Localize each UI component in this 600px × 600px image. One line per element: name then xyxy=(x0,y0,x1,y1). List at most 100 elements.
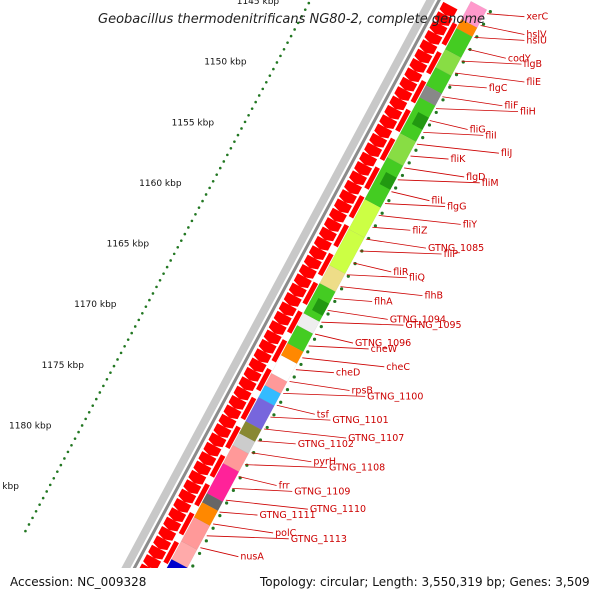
gene-label[interactable]: fliM xyxy=(482,178,499,189)
kbp-tick-label: 1165 kbp xyxy=(107,240,150,250)
gc-skew-dot xyxy=(226,153,229,157)
gene-label[interactable]: fliI xyxy=(485,130,496,141)
gc-content-dot xyxy=(218,514,222,518)
gene-label[interactable]: GTNG_1107 xyxy=(348,433,404,444)
gene-label[interactable]: cheC xyxy=(386,362,410,373)
cds-arrow xyxy=(168,507,187,523)
accession-text: Accession: NC_009328 xyxy=(10,575,146,589)
cds-arrow xyxy=(218,413,237,429)
gene-label[interactable]: GTNG_1095 xyxy=(405,320,461,331)
gene-label[interactable]: fliH xyxy=(520,107,536,118)
gene-label[interactable]: GTNG_1108 xyxy=(329,463,385,474)
gene-label[interactable]: fliP xyxy=(444,249,459,260)
gene-label[interactable]: fliZ xyxy=(412,225,428,236)
gene-label[interactable]: hslU xyxy=(526,35,547,46)
cds-arrow-small xyxy=(333,223,349,248)
gene-label[interactable]: codY xyxy=(508,53,531,64)
gc-skew-dot xyxy=(211,179,215,183)
gene-label[interactable]: flgC xyxy=(489,83,508,94)
gene-label[interactable]: flhA xyxy=(374,296,393,307)
gene-label[interactable]: fliL xyxy=(431,196,446,207)
gene-label[interactable]: rpsB xyxy=(352,386,373,397)
gene-label[interactable]: flgD xyxy=(466,172,485,183)
cds-arrow xyxy=(288,282,307,298)
gc-content-dot xyxy=(197,551,202,556)
gc-content-dot xyxy=(333,299,337,304)
gene-label[interactable]: cheW xyxy=(371,344,398,355)
gc-skew-dot xyxy=(116,358,119,361)
gene-label[interactable]: fliR xyxy=(393,267,409,278)
gene-label[interactable]: flhB xyxy=(424,291,443,302)
gene-label[interactable]: GTNG_1102 xyxy=(298,439,354,450)
cds-arrow xyxy=(158,526,177,541)
gene-label[interactable]: flgB xyxy=(523,59,542,70)
gc-content-dot xyxy=(400,173,405,178)
kbp-tick-label: 1155 kbp xyxy=(172,118,215,128)
gene-leader-line xyxy=(334,298,373,302)
gene-leader-line xyxy=(391,191,430,202)
cds-arrow xyxy=(293,273,312,289)
cds-arrow xyxy=(354,160,373,176)
gene-label[interactable]: fliF xyxy=(504,101,518,112)
cds-arrow xyxy=(334,198,352,214)
gc-skew-dot xyxy=(41,496,45,500)
gc-content-dot xyxy=(272,413,276,417)
backbone-inner xyxy=(115,0,441,600)
cds-arrow-small xyxy=(163,540,179,565)
gene-label[interactable]: pyrH xyxy=(313,457,336,468)
gene-label[interactable]: cheD xyxy=(336,368,360,379)
gene-label[interactable]: GTNG_1085 xyxy=(428,243,484,254)
cds-arrow-small xyxy=(240,396,257,421)
gene-label[interactable]: fliE xyxy=(526,77,541,88)
gene-label[interactable]: GTNG_1096 xyxy=(355,338,411,349)
gc-skew-dot xyxy=(179,239,183,242)
cds-arrow xyxy=(439,1,458,17)
gc-skew-dot xyxy=(296,21,300,25)
gene-label[interactable]: fliY xyxy=(463,219,478,230)
kbp-tick-label: 1150 kbp xyxy=(204,58,247,68)
gc-skew-dot xyxy=(250,107,254,110)
gc-skew-dot xyxy=(126,338,130,341)
gc-skew-dot xyxy=(286,41,289,44)
gene-leader-line xyxy=(308,345,369,350)
gene-label[interactable]: fliJ xyxy=(501,148,512,159)
gc-content-dot xyxy=(312,337,317,341)
gene-label[interactable]: hslV xyxy=(526,30,547,41)
gene-leader-line xyxy=(480,25,525,35)
gc-skew-dot xyxy=(158,278,162,282)
gene-label[interactable]: GTNG_1101 xyxy=(332,415,388,426)
gene-label[interactable]: frr xyxy=(279,480,290,491)
gc-skew-dot xyxy=(56,470,59,473)
gene-label[interactable]: xerC xyxy=(526,12,548,23)
cds-arrow xyxy=(243,366,262,382)
gene-label[interactable]: GTNG_1109 xyxy=(294,486,350,497)
cds-arrows-track xyxy=(133,1,458,593)
gc-content-dot xyxy=(454,73,459,77)
gc-skew-dot xyxy=(218,166,222,170)
gene-label[interactable]: tsf xyxy=(317,409,330,420)
gene-label[interactable]: fliK xyxy=(451,154,467,165)
cds-arrow-small xyxy=(271,339,288,363)
gc-skew-dot xyxy=(162,272,165,275)
cds-arrow xyxy=(429,20,448,36)
gc-skew-dot xyxy=(119,351,123,355)
kbp-tick-label: 1145 kbp xyxy=(237,0,280,7)
gene-label[interactable]: GTNG_1110 xyxy=(310,504,366,515)
gene-label[interactable]: GTNG_1113 xyxy=(291,534,347,545)
cds-arrow-small xyxy=(441,22,458,46)
gene-label[interactable]: flgG xyxy=(447,202,466,213)
cds-arrow xyxy=(183,479,202,494)
gene-leader-line xyxy=(429,120,468,130)
gene-label[interactable]: nusA xyxy=(240,552,264,563)
gc-skew-dot xyxy=(172,252,176,256)
gene-label[interactable]: fliG xyxy=(470,124,486,135)
gene-label[interactable]: GTNG_1100 xyxy=(367,391,423,402)
gene-label[interactable]: polC xyxy=(275,528,296,539)
gene-label[interactable]: GTNG_1094 xyxy=(390,314,446,325)
gene-label[interactable]: GTNG_1111 xyxy=(259,510,315,521)
gene-label[interactable]: fliQ xyxy=(409,273,425,284)
gc-skew-dot xyxy=(66,450,70,454)
cds-arrow xyxy=(303,254,322,270)
gc-content-dot xyxy=(394,186,398,190)
